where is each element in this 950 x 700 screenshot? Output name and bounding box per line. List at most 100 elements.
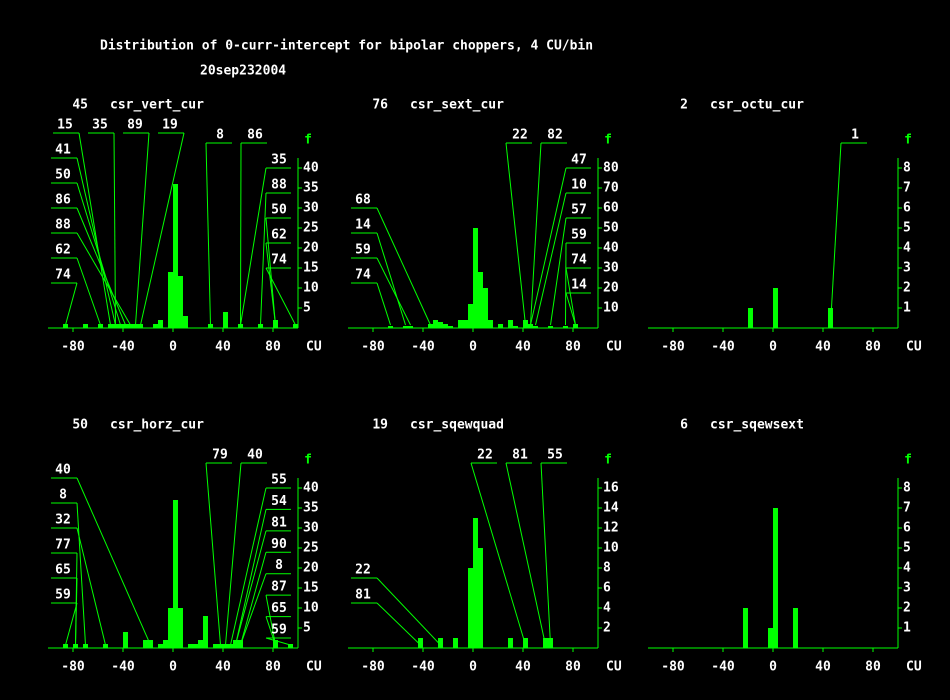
y-tick-label: 12 xyxy=(603,521,619,536)
bar xyxy=(428,324,433,328)
y-tick-label: 2 xyxy=(603,621,611,636)
bar xyxy=(168,608,173,648)
y-tick-label: 5 xyxy=(303,301,311,316)
annotation-leader xyxy=(376,602,421,646)
bar xyxy=(288,644,293,648)
bar xyxy=(123,632,128,648)
y-tick-label: 50 xyxy=(603,221,619,236)
y-tick-label: 30 xyxy=(303,201,319,216)
x-axis-label: CU xyxy=(606,340,622,355)
bar xyxy=(123,324,128,328)
annotation-label: 89 xyxy=(127,118,143,133)
bar xyxy=(223,312,228,328)
bar xyxy=(548,326,553,328)
bar xyxy=(508,638,513,648)
bar xyxy=(138,324,143,328)
annotation-label: 74 xyxy=(271,253,287,268)
bar xyxy=(113,324,118,328)
x-tick-label: -40 xyxy=(411,660,435,675)
x-tick-label: -80 xyxy=(361,340,385,355)
annotation-label: 74 xyxy=(571,253,587,268)
annotation-label: 22 xyxy=(512,128,528,143)
bar xyxy=(98,324,103,328)
bar xyxy=(443,324,448,328)
annotation-label: 32 xyxy=(55,513,71,528)
y-tick-label: 2 xyxy=(903,281,911,296)
annotation-label: 14 xyxy=(571,278,587,293)
y-axis-label: f xyxy=(604,453,612,468)
annotation-leader xyxy=(65,282,78,326)
y-tick-label: 40 xyxy=(303,161,319,176)
y-tick-label: 7 xyxy=(903,181,911,196)
annotation-label: 22 xyxy=(355,563,371,578)
annotation-leader xyxy=(535,192,567,326)
bar xyxy=(438,322,443,328)
bar xyxy=(793,608,798,648)
annotation-leader xyxy=(135,132,150,326)
x-tick-label: 80 xyxy=(265,660,281,675)
panel-count: 6 xyxy=(680,418,688,433)
bar xyxy=(188,644,193,648)
annotation-leader xyxy=(265,637,291,646)
bar xyxy=(388,326,393,328)
bar xyxy=(408,326,413,328)
bar xyxy=(238,324,243,328)
y-tick-label: 2 xyxy=(903,601,911,616)
bar xyxy=(183,316,188,328)
bar xyxy=(153,324,158,328)
bar xyxy=(168,272,173,328)
annotation-label: 86 xyxy=(247,128,263,143)
annotation-label: 8 xyxy=(59,488,67,503)
annotation-label: 59 xyxy=(355,243,371,258)
y-tick-label: 20 xyxy=(303,241,319,256)
annotation-leader xyxy=(565,267,576,326)
annotation-leader xyxy=(235,530,267,646)
annotation-label: 54 xyxy=(271,494,287,509)
annotation-leader xyxy=(76,257,101,326)
panel-count: 19 xyxy=(372,418,388,433)
bar xyxy=(433,320,438,328)
annotation-leader xyxy=(470,462,526,646)
bar xyxy=(208,324,213,328)
bar xyxy=(473,518,478,648)
bar xyxy=(163,640,168,648)
annotation-label: 74 xyxy=(55,268,71,283)
annotation-label: 35 xyxy=(271,153,287,168)
y-axis-label: f xyxy=(904,133,912,148)
bar xyxy=(83,644,88,648)
y-tick-label: 20 xyxy=(303,561,319,576)
y-axis-label: f xyxy=(304,453,312,468)
x-tick-label: -80 xyxy=(661,340,685,355)
x-tick-label: 80 xyxy=(865,340,881,355)
annotation-leader xyxy=(376,207,431,326)
annotation-label: 8 xyxy=(216,128,224,143)
y-tick-label: 80 xyxy=(603,161,619,176)
panel-count: 45 xyxy=(72,98,88,113)
annotation-label: 81 xyxy=(271,515,287,530)
y-tick-label: 6 xyxy=(603,581,611,596)
bar xyxy=(258,324,263,328)
annotation-label: 19 xyxy=(162,118,178,133)
x-tick-label: -80 xyxy=(661,660,685,675)
y-tick-label: 30 xyxy=(303,521,319,536)
bar xyxy=(768,628,773,648)
bar xyxy=(193,644,198,648)
annotation-label: 65 xyxy=(55,563,71,578)
bar xyxy=(158,644,163,648)
annotation-label: 65 xyxy=(271,601,287,616)
bar xyxy=(773,508,778,648)
panel-title: csr_sqewsext xyxy=(710,418,804,433)
bar xyxy=(228,644,233,648)
bar xyxy=(573,324,578,328)
panel-title: csr_vert_cur xyxy=(110,98,204,113)
y-tick-label: 25 xyxy=(303,541,319,556)
x-axis-label: CU xyxy=(606,660,622,675)
panel-title: csr_sext_cur xyxy=(410,98,504,113)
y-tick-label: 40 xyxy=(603,241,619,256)
bar xyxy=(468,568,473,648)
annotation-leader xyxy=(376,577,441,646)
annotation-leader xyxy=(505,462,546,646)
bar xyxy=(158,320,163,328)
y-tick-label: 1 xyxy=(903,621,911,636)
